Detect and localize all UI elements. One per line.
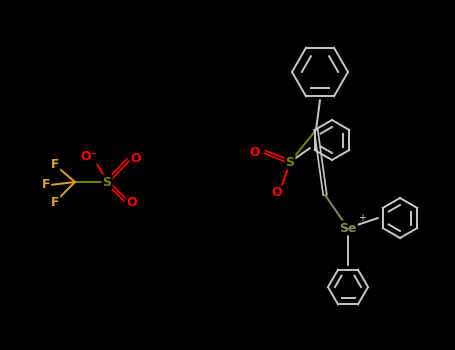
Text: O: O bbox=[126, 196, 137, 210]
Text: O: O bbox=[250, 146, 260, 159]
Text: O: O bbox=[272, 187, 282, 199]
Text: F: F bbox=[42, 178, 50, 191]
Text: O⁻: O⁻ bbox=[81, 149, 98, 162]
Text: +: + bbox=[358, 213, 366, 223]
Text: S: S bbox=[102, 175, 111, 189]
Text: O: O bbox=[131, 152, 142, 164]
Text: Se: Se bbox=[339, 222, 357, 235]
Text: F: F bbox=[51, 196, 59, 209]
Text: F: F bbox=[51, 159, 59, 172]
Text: S: S bbox=[285, 155, 294, 168]
